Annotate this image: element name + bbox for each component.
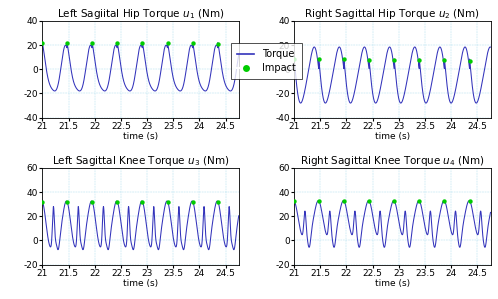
X-axis label: time (s): time (s)	[123, 279, 158, 288]
Title: Right Sagittal Hip Torque $u_2$ (Nm): Right Sagittal Hip Torque $u_2$ (Nm)	[304, 7, 480, 21]
Point	[390, 199, 398, 203]
Point	[315, 199, 323, 203]
Point	[138, 41, 146, 46]
Point	[38, 199, 46, 204]
Point	[365, 199, 373, 203]
Point	[466, 199, 474, 203]
Point	[138, 199, 146, 204]
X-axis label: time (s): time (s)	[375, 279, 410, 288]
Title: Left Sagiital Hip Torque $u_1$ (Nm): Left Sagiital Hip Torque $u_1$ (Nm)	[57, 7, 224, 21]
Legend: Torque, Impact: Torque, Impact	[231, 43, 302, 79]
Point	[38, 40, 46, 45]
Point	[189, 199, 197, 204]
Point	[163, 199, 171, 204]
Point	[189, 41, 197, 46]
X-axis label: time (s): time (s)	[375, 132, 410, 141]
Point	[290, 57, 298, 61]
Point	[113, 41, 121, 45]
Point	[214, 41, 222, 46]
Title: Left Sagittal Knee Torque $u_3$ (Nm): Left Sagittal Knee Torque $u_3$ (Nm)	[52, 154, 229, 168]
Point	[340, 57, 348, 62]
Point	[214, 199, 222, 204]
Point	[466, 58, 474, 63]
X-axis label: time (s): time (s)	[123, 132, 158, 141]
Point	[390, 57, 398, 62]
Point	[440, 199, 448, 203]
Point	[88, 41, 96, 45]
Title: Right Sagittal Knee Torque $u_4$ (Nm): Right Sagittal Knee Torque $u_4$ (Nm)	[300, 154, 485, 168]
Point	[113, 199, 121, 204]
Point	[290, 199, 298, 203]
Point	[440, 58, 448, 63]
Point	[63, 199, 71, 204]
Point	[63, 40, 71, 45]
Point	[315, 57, 323, 62]
Point	[340, 199, 348, 203]
Point	[365, 57, 373, 62]
Point	[163, 41, 171, 46]
Point	[88, 199, 96, 204]
Point	[415, 58, 423, 62]
Point	[415, 199, 423, 203]
